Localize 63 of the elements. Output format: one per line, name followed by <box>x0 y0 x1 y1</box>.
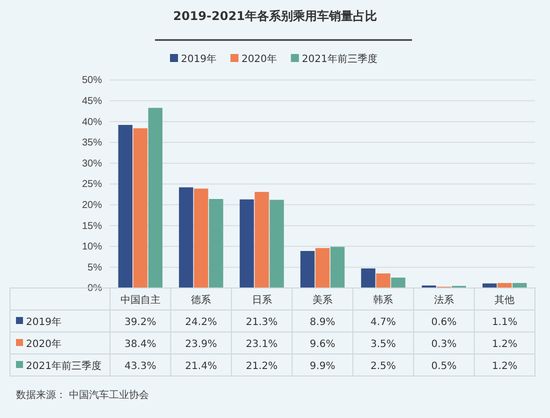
data-label: 23.9% <box>185 339 217 350</box>
x-tick-label: 韩系 <box>373 294 394 306</box>
y-tick-label: 15% <box>82 220 102 232</box>
data-label: 9.6% <box>310 339 336 350</box>
bar <box>178 187 194 288</box>
bar <box>361 268 376 288</box>
data-label: 9.9% <box>310 361 336 372</box>
data-label: 38.4% <box>124 339 156 350</box>
bar <box>270 200 284 288</box>
text: 2020年 <box>26 339 62 350</box>
y-tick-label: 25% <box>82 179 102 190</box>
bar <box>133 128 148 288</box>
data-label: 0.3% <box>431 339 457 350</box>
bar <box>118 124 132 288</box>
data-label: 21.3% <box>246 317 278 328</box>
y-tick-label: 10% <box>82 242 102 253</box>
y-tick-label: 45% <box>82 96 102 107</box>
bar <box>300 250 315 288</box>
data-label: 1.2% <box>492 339 518 350</box>
legend-label: 2019年 <box>181 53 216 65</box>
bar <box>315 248 330 288</box>
y-tick-label: 50% <box>82 75 102 86</box>
y-tick-label: 40% <box>82 116 102 128</box>
bar <box>330 246 345 288</box>
source-note: 数据来源： 中国汽车工业协会 <box>16 389 150 401</box>
y-tick-label: 5% <box>88 262 102 274</box>
legend-label: 2021年前三季度 <box>302 53 378 65</box>
x-tick-label: 中国自主 <box>120 294 160 306</box>
bar <box>391 278 406 288</box>
y-tick-label: 20% <box>82 200 102 211</box>
y-tick-label: 35% <box>82 138 102 149</box>
bar <box>376 273 390 288</box>
legend-label: 2020年 <box>241 53 277 65</box>
bar <box>148 108 162 288</box>
data-label: 21.4% <box>185 361 217 372</box>
data-label: 8.9% <box>310 317 336 328</box>
data-label: 1.2% <box>492 361 518 372</box>
data-label: 4.7% <box>370 317 396 328</box>
data-label: 0.5% <box>431 361 457 372</box>
x-tick-label: 法系 <box>434 294 454 306</box>
x-tick-label: 日系 <box>252 294 272 306</box>
data-label: 1.1% <box>492 317 518 328</box>
data-label: 43.3% <box>124 361 156 372</box>
bar <box>240 199 254 288</box>
bar <box>194 188 208 288</box>
bar <box>208 198 224 288</box>
data-label: 3.5% <box>370 339 396 350</box>
data-label: 2.5% <box>370 361 396 372</box>
data-label: 24.2% <box>185 317 217 328</box>
bar <box>254 192 269 288</box>
y-tick-label: 30% <box>82 158 102 170</box>
x-tick-label: 美系 <box>312 294 332 306</box>
text: 2019年 <box>26 317 62 328</box>
data-label: 0.6% <box>431 317 457 328</box>
data-label: 23.1% <box>246 339 278 350</box>
data-label: 39.2% <box>124 317 156 328</box>
bar <box>498 283 512 288</box>
data-label: 21.2% <box>246 361 278 372</box>
x-tick-label: 德系 <box>191 294 212 306</box>
text: 2021年前三季度 <box>26 361 102 372</box>
bar <box>512 283 527 288</box>
x-tick-label: 其他 <box>494 294 515 306</box>
chart-title: 2019-2021年各系别乘用车销量占比 <box>173 9 377 23</box>
